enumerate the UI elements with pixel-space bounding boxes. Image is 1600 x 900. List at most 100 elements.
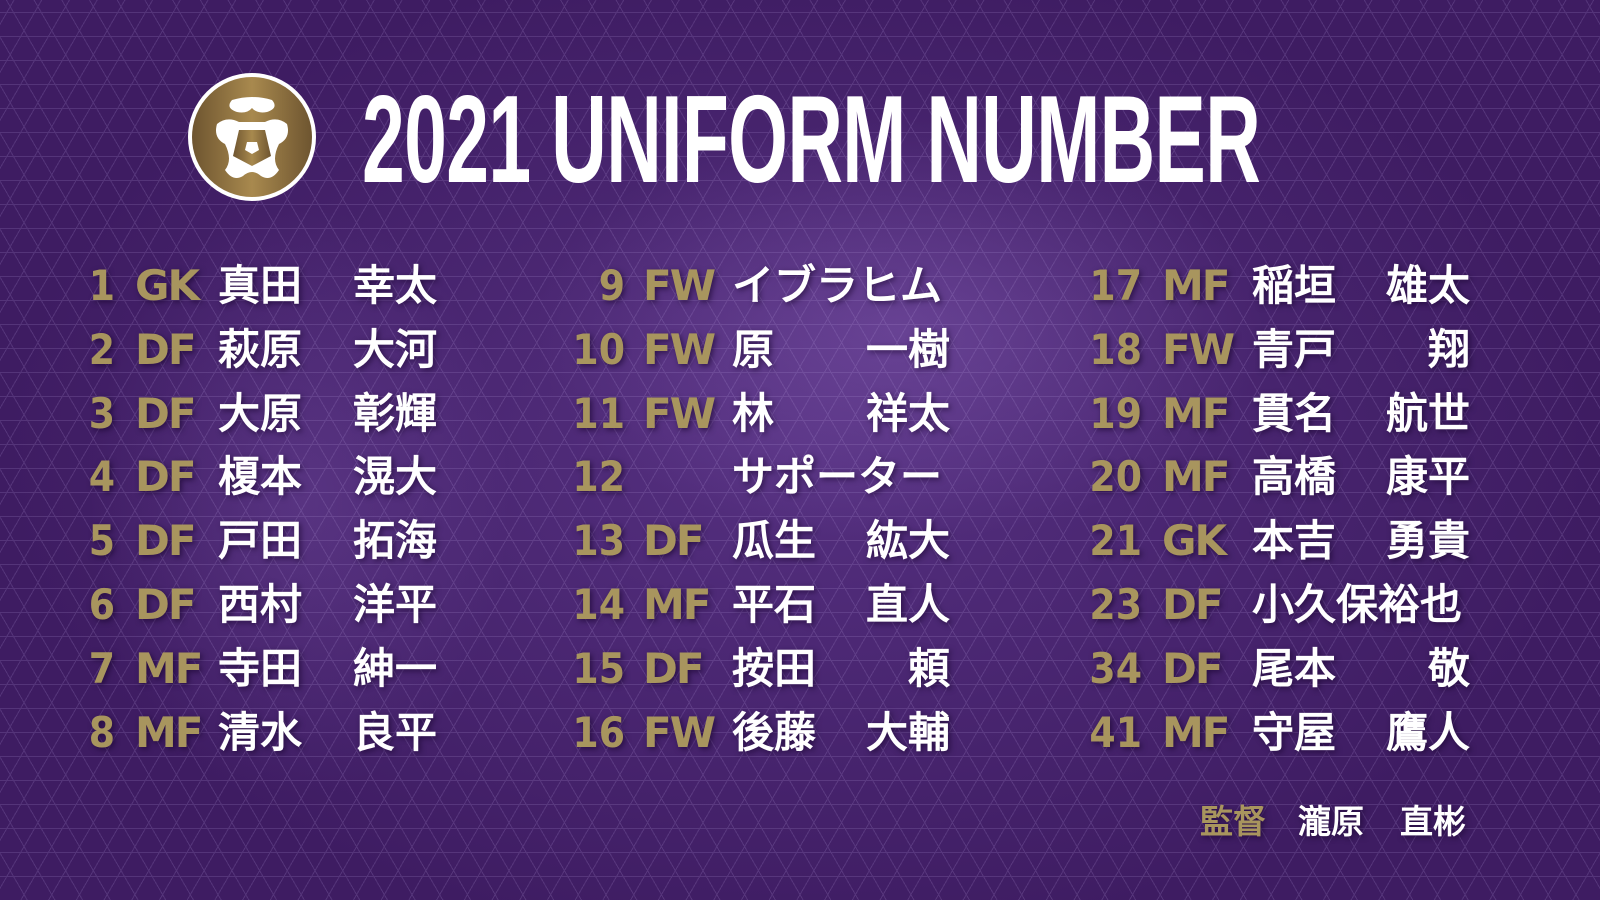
player-family-name: 小久保裕也	[1252, 579, 1463, 629]
player-family-name: 後藤	[732, 707, 817, 757]
player-position: FW	[643, 707, 716, 757]
player-family-name: サポーター	[732, 452, 943, 502]
player-given-name: 勇貴	[1385, 516, 1470, 566]
player-row: 19 MF 貫名 航世	[0, 382, 1470, 446]
player-given-name: 雄太	[1385, 261, 1470, 310]
player-given-name: 祥太	[865, 388, 950, 438]
player-row: 2 DF 萩原 大河	[0, 318, 437, 382]
player-row: 4 DF 榎本 滉大	[0, 445, 437, 509]
player-family-name: 尾本	[1252, 643, 1337, 693]
player-row: 7 MF 寺田 紳一	[0, 637, 437, 701]
coach-label: 監督	[1200, 802, 1266, 841]
player-family-name: 瓜生	[732, 516, 817, 566]
player-given-name: 大河	[352, 324, 437, 374]
player-number: 41	[1089, 707, 1142, 757]
player-given-name: 康平	[1385, 452, 1470, 502]
player-family-name: 西村	[218, 579, 303, 629]
player-row: 5 DF 戸田 拓海	[0, 509, 437, 573]
player-family-name: 青戸	[1252, 324, 1337, 374]
player-family-name: 按田	[732, 643, 817, 693]
player-number: 3	[88, 388, 115, 438]
player-given-name: 一樹	[865, 324, 950, 374]
player-number: 15	[572, 643, 625, 693]
player-family-name: 萩原	[218, 324, 303, 374]
player-family-name: イブラヒム	[732, 261, 943, 310]
player-position: MF	[1162, 707, 1230, 757]
player-given-name: 紘大	[865, 516, 950, 566]
player-family-name: 寺田	[218, 643, 303, 693]
player-number: 12	[572, 452, 625, 502]
player-family-name: 高橋	[1252, 452, 1337, 502]
player-given-name: 頼	[907, 643, 950, 693]
coach-given-name: 直彬	[1400, 802, 1466, 841]
player-family-name: 林	[732, 388, 775, 438]
player-number: 34	[1089, 643, 1142, 693]
player-row: 20 MF 高橋 康平	[0, 445, 1470, 509]
player-given-name: 彰輝	[352, 388, 437, 438]
player-row: 8 MF 清水 良平	[0, 701, 437, 765]
player-position: DF	[135, 388, 197, 438]
player-row: 6 DF 西村 洋平	[0, 573, 437, 637]
roster-column: 17 MF 稲垣 雄太 18 FW 青戸翔 19 MF 貫名 航世 20 MF 高橋 康平 21 GK 本吉 勇貴 2…	[0, 254, 1470, 764]
player-family-name: 守屋	[1252, 707, 1337, 757]
player-number: 1	[88, 261, 115, 310]
player-given-name: 滉大	[352, 452, 437, 502]
player-position: DF	[1162, 643, 1224, 693]
player-position: DF	[135, 324, 197, 374]
player-position: MF	[135, 707, 203, 757]
player-number: 5	[88, 516, 115, 566]
player-given-name: 敬	[1427, 643, 1470, 693]
player-row: 12 サポーター	[0, 445, 942, 509]
player-position: FW	[643, 324, 716, 374]
player-number: 7	[88, 643, 115, 693]
player-row: 16 FW 後藤 大輔	[0, 701, 950, 765]
player-given-name: 鷹人	[1385, 707, 1470, 757]
player-given-name: 良平	[352, 707, 437, 757]
player-row: 15 DF 按田 頼	[0, 637, 950, 701]
player-family-name: 稲垣	[1252, 261, 1337, 310]
player-position: DF	[643, 643, 705, 693]
player-family-name: 平石	[732, 579, 817, 629]
player-given-name: 拓海	[352, 516, 437, 566]
player-row: 14 MF 平石 直人	[0, 573, 950, 637]
player-family-name: 本吉	[1252, 516, 1337, 566]
player-number: 17	[1089, 261, 1142, 310]
player-position: FW	[643, 388, 716, 438]
player-number: 13	[572, 516, 625, 566]
player-given-name: 幸太	[352, 261, 437, 310]
player-number: 2	[88, 324, 115, 374]
player-position: DF	[135, 516, 197, 566]
player-number: 8	[88, 707, 115, 757]
club-emblem-icon	[188, 73, 316, 201]
player-position: MF	[643, 579, 711, 629]
player-number: 14	[572, 579, 625, 629]
player-row: 21 GK 本吉 勇貴	[0, 509, 1470, 573]
player-family-name: 大原	[218, 388, 303, 438]
player-family-name: 貫名	[1252, 388, 1337, 438]
player-row: 23 DF 小久保裕也	[0, 573, 1462, 637]
roster-column: 1 GK 真田 幸太 2 DF 萩原 大河 3 DF 大原 彰輝 4 DF 榎本 滉大 5 DF 戸田 拓海 6 DF 西村…	[0, 254, 437, 765]
player-position: MF	[135, 643, 203, 693]
player-position: DF	[643, 516, 705, 566]
player-number: 6	[88, 579, 115, 629]
player-given-name: 洋平	[352, 579, 437, 629]
player-number: 18	[1089, 324, 1142, 374]
player-number: 4	[88, 452, 115, 502]
player-row: 34 DF 尾本 敬	[0, 637, 1470, 701]
player-position: DF	[1162, 579, 1224, 629]
player-family-name: 真田	[218, 261, 303, 310]
player-number: 23	[1089, 579, 1142, 629]
page-title: 2021 UNIFORM NUMBER	[362, 71, 1261, 209]
player-position: DF	[135, 579, 197, 629]
player-row: 17 MF 稲垣 雄太	[0, 254, 1470, 318]
coach-family-name: 瀧原	[1298, 802, 1364, 841]
player-position: DF	[135, 452, 197, 502]
player-position: FW	[1162, 324, 1235, 374]
player-given-name: 紳一	[352, 643, 437, 693]
player-row: 13 DF 瓜生 紘大	[0, 509, 950, 573]
player-row: 3 DF 大原 彰輝	[0, 382, 437, 446]
player-given-name: 航世	[1385, 388, 1470, 438]
player-number: 20	[1089, 452, 1142, 502]
player-family-name: 清水	[218, 707, 303, 757]
player-number: 9	[598, 261, 625, 310]
